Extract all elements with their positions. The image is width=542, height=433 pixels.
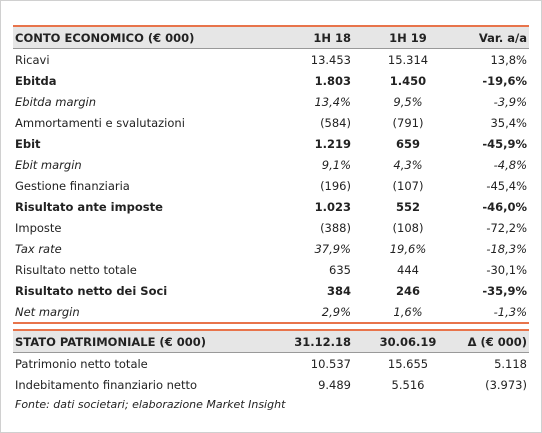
table-row: Ebit margin 9,1% 4,3% -4,8% <box>13 154 529 175</box>
cell: 552 <box>395 199 420 214</box>
cell: 1,6% <box>371 301 445 324</box>
cell: 13.453 <box>310 52 351 67</box>
cell: 15.655 <box>387 356 429 371</box>
table-row: Risultato ante imposte 1.023 552 -46,0% <box>13 196 529 217</box>
cell: CONTO ECONOMICO (€ 000) <box>13 25 279 49</box>
cell: 659 <box>395 136 420 151</box>
cell: -35,9% <box>482 283 527 298</box>
cell: Ricavi <box>15 52 50 67</box>
cell: (108) <box>392 220 424 235</box>
cell: 10.537 <box>310 356 351 371</box>
cell: (388) <box>320 220 351 235</box>
cell: 635 <box>329 262 351 277</box>
cell: Imposte <box>15 220 62 235</box>
cell: Var. a/a <box>445 25 529 49</box>
cell: 384 <box>326 283 351 298</box>
cell: 2,9% <box>279 301 371 324</box>
cell: Ebit margin <box>15 157 82 172</box>
cell: 4,3% <box>393 157 423 172</box>
cell: 37,9% <box>314 241 351 256</box>
cell: -45,9% <box>482 136 527 151</box>
cell: Indebitamento finanziario netto <box>15 377 198 392</box>
cell: 5.118 <box>494 356 527 371</box>
cell: Ammortamenti e svalutazioni <box>15 115 185 130</box>
cell: -18,3% <box>486 241 527 256</box>
cell: -19,6% <box>482 73 527 88</box>
cell: 246 <box>395 283 420 298</box>
cell: 1H 19 <box>371 25 445 49</box>
cell: Gestione finanziaria <box>15 178 130 193</box>
cell: 35,4% <box>490 115 527 130</box>
cell: -46,0% <box>482 199 527 214</box>
cell: 15.314 <box>387 52 429 67</box>
cell: 19,6% <box>389 241 427 256</box>
table-row: Ammortamenti e svalutazioni (584) (791) 35,… <box>13 112 529 133</box>
cell: 31.12.18 <box>279 329 371 353</box>
cell: 13,8% <box>490 52 527 67</box>
table-row: STATO PATRIMONIALE (€ 000) 31.12.18 30.06.… <box>13 329 529 353</box>
table-row: Ebitda margin 13,4% 9,5% -3,9% <box>13 91 529 112</box>
cell: Net margin <box>13 301 279 324</box>
cell: (584) <box>320 115 351 130</box>
cell: 5.516 <box>391 377 425 392</box>
cell: Patrimonio netto totale <box>15 356 148 371</box>
cell: 1H 18 <box>279 25 371 49</box>
cell: Risultato netto totale <box>15 262 137 277</box>
cell: -4,8% <box>493 157 527 172</box>
cell: 1.450 <box>389 73 427 88</box>
cell: Risultato netto dei Soci <box>15 283 168 298</box>
table-row: Gestione finanziaria (196) (107) -45,4% <box>13 175 529 196</box>
table-row: Risultato netto dei Soci 384 246 -35,9% <box>13 280 529 301</box>
table-row: Ebitda 1.803 1.450 -19,6% <box>13 70 529 91</box>
cell: 9,1% <box>321 157 351 172</box>
cell: (791) <box>392 115 424 130</box>
cell: 1.219 <box>314 136 351 151</box>
cell: 30.06.19 <box>371 329 445 353</box>
table-row: Imposte (388) (108) -72,2% <box>13 217 529 238</box>
cell: 1.803 <box>314 73 351 88</box>
cell: STATO PATRIMONIALE (€ 000) <box>13 329 279 353</box>
cell: -30,1% <box>486 262 527 277</box>
table-row: Patrimonio netto totale 10.537 15.655 5.118 <box>13 353 529 375</box>
table-row: Ebit 1.219 659 -45,9% <box>13 133 529 154</box>
income-table: CONTO ECONOMICO (€ 000) 1H 18 1H 19 Var. a/… <box>13 25 529 324</box>
cell: -3,9% <box>493 94 527 109</box>
cell: 9,5% <box>393 94 423 109</box>
cell: -45,4% <box>486 178 527 193</box>
balance-table: STATO PATRIMONIALE (€ 000) 31.12.18 30.06.… <box>13 329 529 395</box>
cell: -72,2% <box>486 220 527 235</box>
cell: Ebit <box>15 136 41 151</box>
table-row: Net margin 2,9% 1,6% -1,3% <box>13 301 529 324</box>
cell: Ebitda margin <box>15 94 97 109</box>
cell: (107) <box>392 178 424 193</box>
table-row: Tax rate 37,9% 19,6% -18,3% <box>13 238 529 259</box>
cell: Δ (€ 000) <box>445 329 529 353</box>
cell: Ebitda <box>15 73 57 88</box>
table-row: Indebitamento finanziario netto 9.489 5.51… <box>13 374 529 395</box>
cell: 1.023 <box>314 199 351 214</box>
cell: (196) <box>320 178 351 193</box>
cell: Risultato ante imposte <box>15 199 163 214</box>
cell: 13,4% <box>314 94 351 109</box>
cell: (3.973) <box>485 377 527 392</box>
source-note: Fonte: dati societari; elaborazione Mark… <box>15 398 286 411</box>
table-row: Risultato netto totale 635 444 -30,1% <box>13 259 529 280</box>
table-row: CONTO ECONOMICO (€ 000) 1H 18 1H 19 Var. a/… <box>13 25 529 49</box>
cell: Tax rate <box>15 241 62 256</box>
cell: -1,3% <box>445 301 529 324</box>
table-row: Ricavi 13.453 15.314 13,8% <box>13 49 529 71</box>
cell: 444 <box>397 262 419 277</box>
cell: 9.489 <box>318 377 351 392</box>
